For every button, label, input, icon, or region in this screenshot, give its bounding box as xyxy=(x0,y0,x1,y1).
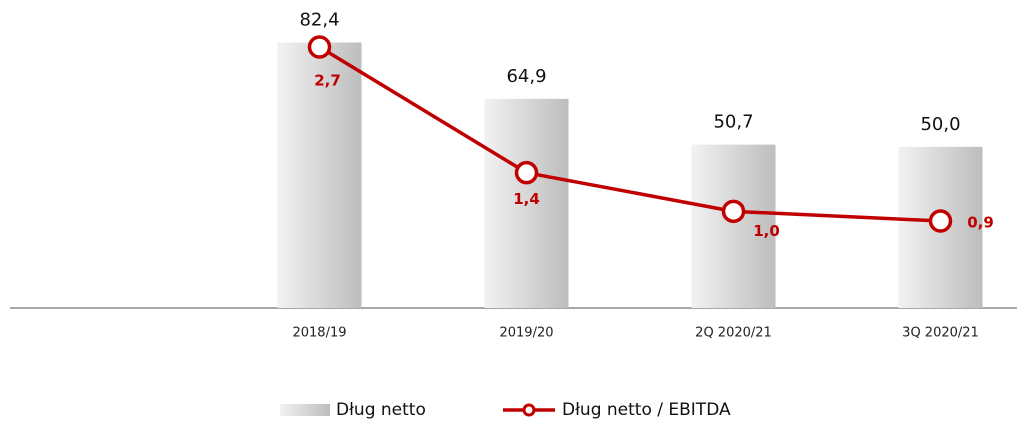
bar xyxy=(484,98,569,308)
legend-swatch-marker xyxy=(522,403,536,417)
legend-label: Dług netto / EBITDA xyxy=(562,400,731,420)
bar xyxy=(277,42,362,308)
line-value-label: 1,4 xyxy=(513,190,540,208)
x-tick-label: 3Q 2020/21 xyxy=(902,326,979,341)
x-tick-label: 2Q 2020/21 xyxy=(695,326,772,341)
line-marker xyxy=(307,35,332,59)
line-marker xyxy=(514,160,539,185)
line xyxy=(318,45,941,223)
bar-value-label: 50,0 xyxy=(920,114,960,135)
legend-swatch xyxy=(280,404,330,416)
line-value-label: 2,7 xyxy=(314,72,341,90)
line-marker xyxy=(928,209,953,233)
x-tick-label: 2018/19 xyxy=(292,326,346,341)
bar-value-label: 64,9 xyxy=(506,66,546,87)
line-value-label: 1,0 xyxy=(753,222,780,240)
bar-value-label: 82,4 xyxy=(299,9,339,30)
x-tick-label: 2019/20 xyxy=(499,326,553,341)
line-marker xyxy=(721,199,746,224)
bar xyxy=(691,144,776,308)
line-value-label: 0,9 xyxy=(967,214,994,232)
legend-label: Dług netto xyxy=(336,400,426,420)
bar-value-label: 50,7 xyxy=(713,112,753,133)
